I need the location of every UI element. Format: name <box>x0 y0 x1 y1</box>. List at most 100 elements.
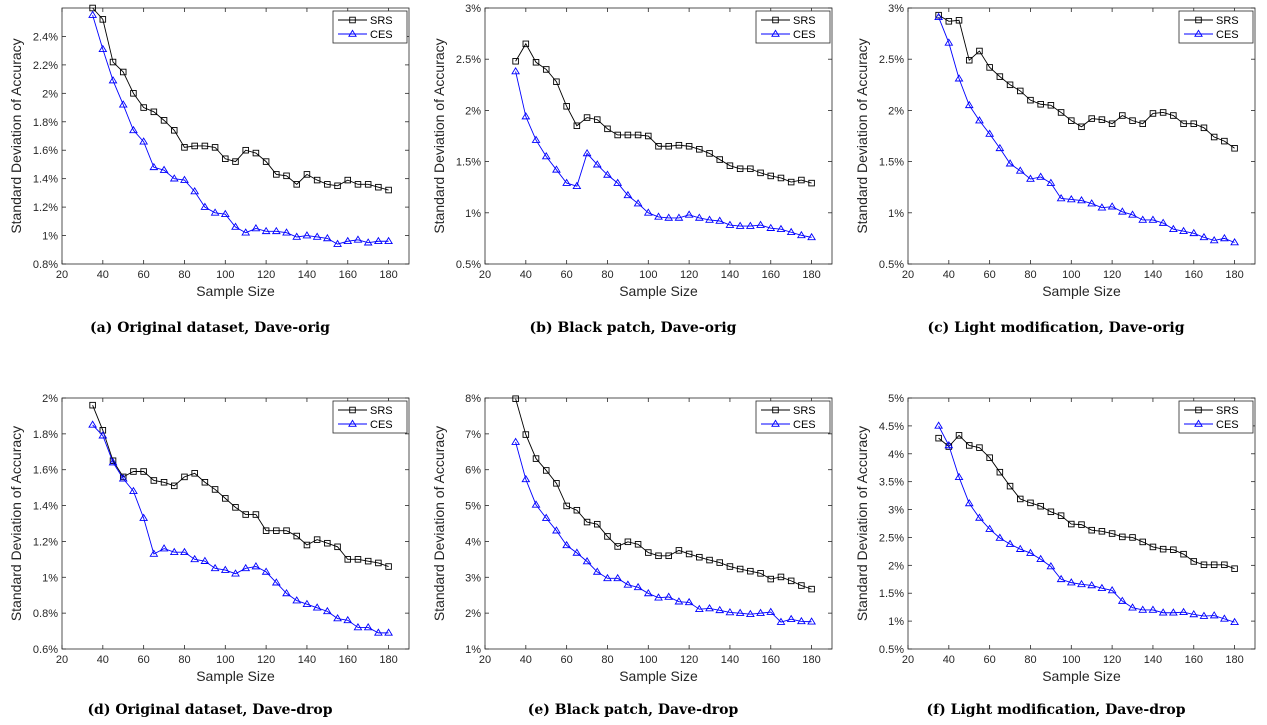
ces-point <box>776 224 786 232</box>
srs-point <box>1129 534 1136 541</box>
chart-a: 20 40 60 80 100 120 140 160 180 0.8% 1% 1.2% 1.4% 1.6… <box>8 4 410 299</box>
srs-point <box>757 570 764 577</box>
x-tick-label: 160 <box>762 654 780 666</box>
srs-point <box>935 434 942 442</box>
chart-b: 20 40 60 80 100 120 140 160 180 0.5% 1% 1.5% 2% 2.5% 3… <box>431 3 833 299</box>
srs-point <box>767 575 775 583</box>
srs-point <box>1027 499 1034 507</box>
legend-box <box>332 10 408 44</box>
srs-point <box>1119 533 1126 541</box>
srs-point <box>726 563 734 570</box>
srs-point <box>798 582 805 589</box>
ces-point <box>343 236 353 245</box>
srs-point <box>293 532 300 540</box>
srs-point <box>777 573 785 581</box>
ces-point <box>511 67 521 75</box>
x-tick-label: 140 <box>298 269 316 281</box>
srs-point <box>532 59 540 66</box>
chart-e: 20 40 60 80 100 120 140 160 180 1% 2% 3% 4% 5% 6% 7% 8% S… <box>431 393 833 684</box>
x-axis-label: Sample Size <box>196 668 275 684</box>
x-tick-label: 40 <box>943 269 955 281</box>
ces-point <box>985 524 995 532</box>
ces-point <box>1168 608 1178 616</box>
ces-point <box>312 232 322 240</box>
y-tick-label: 4% <box>465 536 481 548</box>
srs-point <box>242 511 249 518</box>
srs-point <box>614 543 621 550</box>
y-tick-label: 1% <box>465 208 481 220</box>
ces-point <box>1194 29 1203 37</box>
srs-point <box>716 156 723 163</box>
x-tick-label: 20 <box>56 269 68 281</box>
x-tick-label: 40 <box>97 269 109 281</box>
ces-point <box>1158 218 1168 226</box>
x-tick-label: 20 <box>902 269 914 281</box>
srs-point <box>675 547 683 554</box>
ces-point <box>725 607 735 616</box>
srs-point <box>736 565 744 573</box>
ces-point <box>1168 224 1178 232</box>
legend-ces-label: CES <box>1216 29 1239 41</box>
ces-point <box>292 232 302 240</box>
srs-point <box>1017 87 1024 95</box>
srs-point <box>181 144 188 151</box>
srs-point <box>624 131 632 139</box>
ces-point <box>231 222 240 230</box>
ces-point <box>302 599 312 607</box>
srs-point <box>201 142 209 150</box>
ces-point <box>643 208 653 216</box>
x-tick-label: 100 <box>216 269 234 281</box>
y-tick-label: 1.5% <box>879 588 904 600</box>
ces-point <box>1128 210 1137 218</box>
x-tick-label: 80 <box>178 654 190 666</box>
srs-point <box>965 56 973 64</box>
plot-area <box>484 7 833 265</box>
y-tick-label: 1% <box>42 231 58 243</box>
srs-point <box>1139 120 1146 127</box>
ces-point <box>1107 202 1117 210</box>
x-tick-label: 180 <box>802 654 820 666</box>
y-axis-label: Standard Deviation of Accuracy <box>431 38 447 233</box>
ces-point <box>572 548 582 556</box>
chart-panel-f: 20 40 60 80 100 120 140 160 180 0.5% 1% 1.5% 2% 2.5% 3… <box>846 382 1266 725</box>
x-tick-label: 120 <box>680 654 698 666</box>
x-axis-label: Sample Size <box>1042 668 1121 684</box>
ces-point <box>1077 196 1086 204</box>
ces-point <box>292 596 302 604</box>
ces-point <box>1036 554 1046 562</box>
srs-point <box>1047 508 1055 516</box>
ces-point <box>180 175 189 183</box>
chart-panel-e: 20 40 60 80 100 120 140 160 180 1% 2% 3% 4% 5% 6% 7% 8% S… <box>423 382 843 725</box>
ces-point <box>118 100 128 108</box>
ces-series-line <box>938 17 1235 243</box>
x-tick-label: 160 <box>762 269 780 281</box>
srs-point <box>232 158 239 165</box>
x-tick-label: 100 <box>1062 269 1080 281</box>
srs-point <box>976 47 983 55</box>
srs-point <box>594 116 601 123</box>
srs-point <box>181 473 188 481</box>
ces-point <box>108 76 118 84</box>
srs-point <box>385 563 392 570</box>
srs-point <box>1027 96 1034 104</box>
ces-point <box>271 226 281 235</box>
srs-point <box>1200 124 1208 132</box>
ces-point <box>384 236 393 245</box>
chart-f: 20 40 60 80 100 120 140 160 180 0.5% 1% 1.5% 2% 2.5% 3… <box>854 393 1256 684</box>
srs-point <box>685 550 693 558</box>
srs-point <box>99 16 107 23</box>
srs-point <box>808 179 815 187</box>
ces-point <box>511 437 521 445</box>
x-tick-label: 140 <box>1144 654 1162 666</box>
srs-point <box>532 455 540 462</box>
ces-point <box>1117 596 1127 604</box>
srs-point <box>140 104 147 111</box>
chart-d: 20 40 60 80 100 120 140 160 180 0.6% 0.8% 1% 1.2% 1.4… <box>8 393 410 684</box>
srs-point <box>1190 120 1198 127</box>
ces-point <box>1015 166 1025 174</box>
ces-point <box>190 554 200 563</box>
srs-point <box>1221 137 1228 145</box>
srs-point <box>324 539 331 547</box>
y-tick-label: 2.4% <box>33 31 58 43</box>
y-tick-label: 1% <box>888 208 904 220</box>
